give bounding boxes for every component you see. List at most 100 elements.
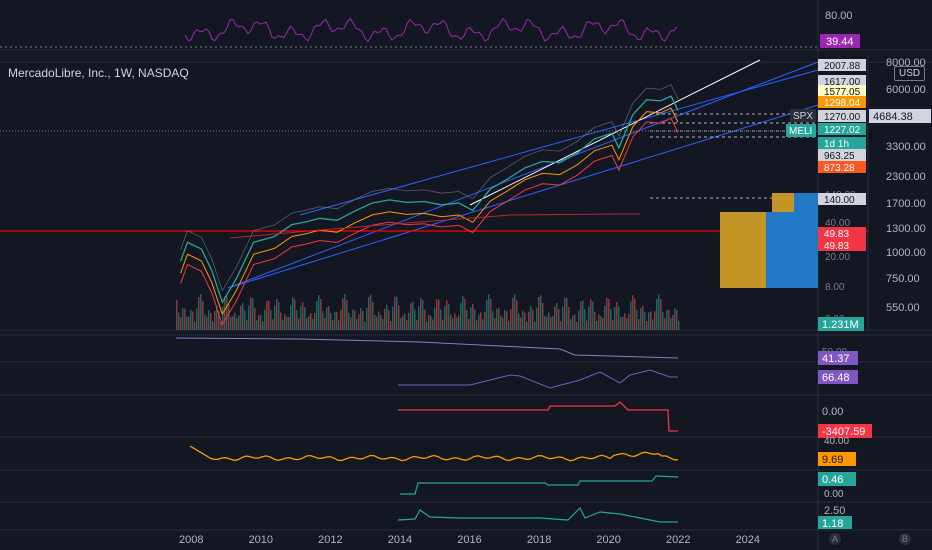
volume-bar — [234, 312, 236, 330]
log-scale-button[interactable]: B — [899, 533, 911, 545]
volume-bar — [454, 313, 456, 330]
volume-bar — [352, 309, 354, 330]
spx-tag-badge — [790, 109, 816, 122]
volume-bar — [222, 306, 224, 330]
indicator-b-badge — [818, 370, 858, 384]
volume-bar — [638, 319, 640, 330]
volume-bar — [294, 299, 296, 330]
volume-bar — [398, 305, 400, 330]
volume-bar — [394, 296, 396, 330]
volume-bar — [246, 320, 248, 330]
volume-bar — [366, 307, 368, 330]
volume-bar — [224, 296, 226, 330]
volume-bar — [512, 297, 514, 330]
volume-bar — [344, 294, 346, 330]
volume-bar — [426, 321, 428, 330]
volume-bar — [370, 294, 372, 330]
volume-bar — [392, 306, 394, 330]
volume-bar — [382, 318, 384, 330]
volume-bar — [378, 311, 380, 330]
volume-bar — [312, 318, 314, 330]
volume-bar — [648, 312, 650, 330]
volume-bar — [278, 302, 280, 330]
volume-bar — [448, 304, 450, 330]
volume-bar — [346, 299, 348, 330]
volume-bar — [482, 319, 484, 330]
volume-bar — [584, 308, 586, 330]
mid-axis-tick: 40.00 — [825, 218, 850, 229]
volume-bar — [316, 300, 318, 330]
volume-bar — [422, 299, 424, 330]
volume-bar — [472, 303, 474, 330]
volume-bar — [500, 315, 502, 330]
volume-bar — [670, 318, 672, 330]
volume-bar — [474, 309, 476, 330]
volume-bar — [462, 296, 464, 330]
price-label-value: 1d 1h — [824, 139, 849, 150]
volume-bar — [240, 305, 242, 330]
indicator-d-value: 9.69 — [822, 454, 843, 466]
volume-bar — [386, 304, 388, 330]
volume-bar — [360, 308, 362, 330]
volume-bar — [220, 321, 222, 330]
volume-bar — [328, 305, 330, 330]
price-label-value: 873.28 — [824, 163, 855, 174]
volume-bar — [502, 317, 504, 330]
volume-bar — [216, 306, 218, 330]
volume-bar — [570, 319, 572, 330]
volume-bar — [592, 301, 594, 330]
volume-bar — [226, 295, 228, 330]
volume-bar — [650, 311, 652, 330]
x-axis-tick: 2012 — [318, 534, 342, 546]
volume-bar — [298, 318, 300, 330]
volume-bar — [514, 294, 516, 330]
volume-bar — [498, 307, 500, 330]
volume-bar — [188, 316, 190, 330]
volume-bar — [530, 306, 532, 330]
right-axis-tick: 3300.00 — [886, 141, 926, 153]
price-label-value: 49.83 — [824, 241, 849, 252]
volume-bar — [636, 310, 638, 330]
volume-bar — [308, 316, 310, 330]
volume-bar — [362, 310, 364, 330]
volume-bar — [460, 303, 462, 330]
volume-bar — [602, 317, 604, 330]
volume-bar — [262, 321, 264, 330]
volume-bar — [428, 314, 430, 330]
volume-bar — [484, 311, 486, 330]
volume-bar — [236, 317, 238, 330]
volume-bar — [572, 315, 574, 330]
volume-bar — [318, 295, 320, 330]
channel-mid-line — [299, 69, 819, 216]
volume-bar — [504, 310, 506, 330]
volume-bar — [330, 312, 332, 330]
volume-bar — [420, 298, 422, 330]
currency-selector[interactable]: USD — [894, 66, 926, 81]
indicator-a-badge — [818, 351, 858, 365]
volume-bar — [290, 304, 292, 330]
volume-bar — [348, 312, 350, 330]
volume-bar — [518, 313, 520, 330]
volume-bar — [324, 318, 326, 330]
right-axis-tick: 550.00 — [886, 302, 920, 314]
volume-bar — [542, 303, 544, 330]
volume-bar — [260, 314, 262, 330]
rsi-last-badge — [820, 34, 860, 48]
volume-bar — [658, 294, 660, 330]
indicator-b-line — [398, 369, 678, 389]
volume-bar — [524, 312, 526, 330]
auto-scale-button[interactable]: A — [829, 533, 841, 545]
volume-bar — [284, 314, 286, 330]
indicator-f-badge — [818, 516, 852, 529]
x-axis-tick: 2014 — [388, 534, 412, 546]
indicator-f-line — [397, 506, 678, 523]
indicator-d-line — [189, 445, 679, 462]
meli-tag-badge — [786, 124, 816, 137]
volume-bar — [468, 318, 470, 330]
price-label-badge — [818, 59, 866, 71]
volume-profile-box — [720, 212, 766, 288]
volume-bar — [432, 319, 434, 330]
volume-bar — [268, 300, 270, 330]
rsi-tick-label: 80.00 — [825, 10, 853, 22]
